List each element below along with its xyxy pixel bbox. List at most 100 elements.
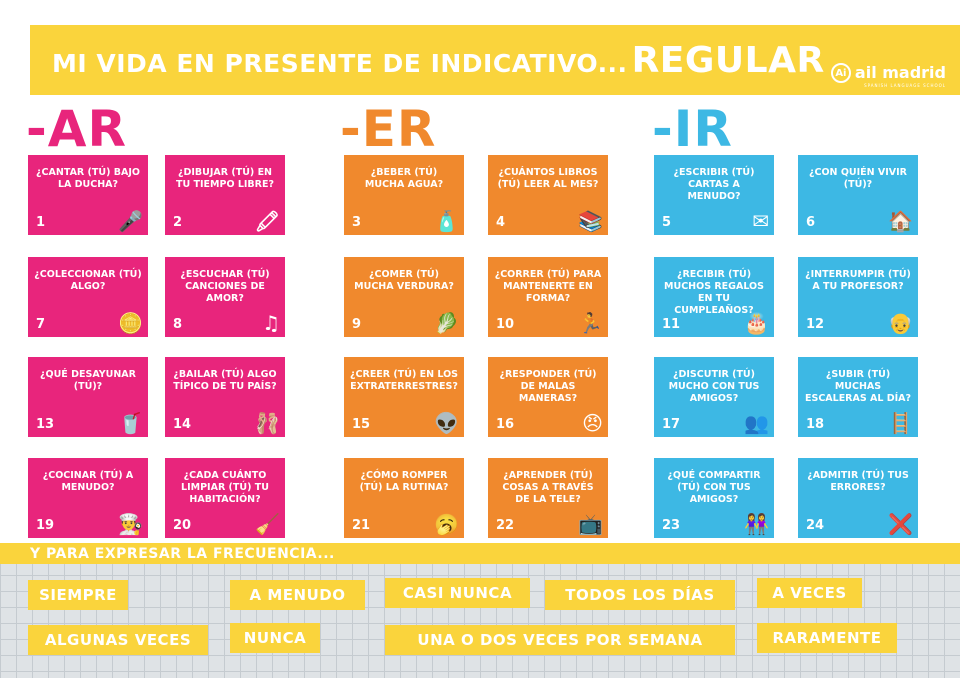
question-number: 1 xyxy=(36,215,46,230)
title-main: MI VIDA EN PRESENTE DE INDICATIVO... xyxy=(52,48,628,78)
question-number: 9 xyxy=(352,317,362,332)
frequency-chip-a-veces: A VECES xyxy=(757,578,862,608)
question-number: 7 xyxy=(36,317,46,332)
microphone-icon: 🎤 xyxy=(118,209,143,233)
question-number: 6 xyxy=(806,215,816,230)
question-number: 3 xyxy=(352,215,362,230)
question-number: 4 xyxy=(496,215,506,230)
question-text: ¿CÓMO ROMPER (TÚ) LA RUTINA? xyxy=(359,470,449,493)
chef-hat-icon: 👨‍🍳 xyxy=(118,512,143,536)
question-text: ¿CADA CUÁNTO LIMPIAR (TÚ) TU HABITACIÓN? xyxy=(181,470,269,505)
question-number: 15 xyxy=(352,417,371,432)
question-text: ¿COLECCIONAR (TÚ) ALGO? xyxy=(34,269,142,292)
question-text: ¿CON QUIÉN VIVIR (TÚ)? xyxy=(809,167,907,190)
question-text: ¿DIBUJAR (TÚ) EN TU TIEMPO LIBRE? xyxy=(176,167,274,190)
frequency-header-bar xyxy=(0,543,960,564)
arguing-friends-icon: 👥 xyxy=(744,411,769,435)
question-text: ¿CREER (TÚ) EN LOS EXTRATERRESTRES? xyxy=(350,369,458,392)
question-text: ¿RESPONDER (TÚ) DE MALAS MANERAS? xyxy=(499,369,597,404)
question-text: ¿ADMITIR (TÚ) TUS ERRORES? xyxy=(807,470,909,493)
question-text: ¿RECIBIR (TÚ) MUCHOS REGALOS EN TU CUMPL… xyxy=(664,269,764,316)
frequency-chip-una-o-dos-veces: UNA O DOS VECES POR SEMANA xyxy=(385,625,735,655)
frequency-chip-algunas-veces: ALGUNAS VECES xyxy=(28,625,208,655)
question-number: 17 xyxy=(662,417,681,432)
question-card: ¿ESCUCHAR (TÚ) CANCIONES DE AMOR? 8 ♫ xyxy=(165,257,285,337)
page-title: MI VIDA EN PRESENTE DE INDICATIVO... REGU… xyxy=(52,40,825,81)
question-text: ¿COMER (TÚ) MUCHA VERDURA? xyxy=(354,269,454,292)
question-text: ¿ESCUCHAR (TÚ) CANCIONES DE AMOR? xyxy=(180,269,270,304)
question-card: ¿COCINAR (TÚ) A MENUDO? 19 👨‍🍳 xyxy=(28,458,148,538)
question-number: 12 xyxy=(806,317,825,332)
stamps-coins-icon: 🪙 xyxy=(118,311,143,335)
question-card: ¿DISCUTIR (TÚ) MUCHO CON TUS AMIGOS? 17 👥 xyxy=(654,357,774,437)
question-text: ¿QUÉ DESAYUNAR (TÚ)? xyxy=(40,369,136,392)
question-card: ¿CADA CUÁNTO LIMPIAR (TÚ) TU HABITACIÓN?… xyxy=(165,458,285,538)
friends-icon: 👭 xyxy=(744,512,769,536)
question-card: ¿CREER (TÚ) EN LOS EXTRATERRESTRES? 15 👽 xyxy=(344,357,464,437)
teacher-icon: 👴 xyxy=(888,311,913,335)
heading-ir: -IR xyxy=(652,100,733,158)
alien-icon: 👽 xyxy=(434,411,459,435)
television-icon: 📺 xyxy=(578,512,603,536)
question-text: ¿INTERRUMPIR (TÚ) A TU PROFESOR? xyxy=(805,269,911,292)
frequency-title: Y PARA EXPRESAR LA FRECUENCIA... xyxy=(30,546,335,562)
question-number: 14 xyxy=(173,417,192,432)
question-card: ¿CON QUIÉN VIVIR (TÚ)? 6 🏠 xyxy=(798,155,918,235)
breakfast-icon: 🥤 xyxy=(118,411,143,435)
birthday-cake-icon: 🎂 xyxy=(744,311,769,335)
music-notes-icon: ♫ xyxy=(262,311,280,335)
question-card: ¿RESPONDER (TÚ) DE MALAS MANERAS? 16 😠 xyxy=(488,357,608,437)
title-strong: REGULAR xyxy=(631,39,825,81)
ail-madrid-logo: Ai ail madrid SPANISH LANGUAGE SCHOOL xyxy=(830,63,946,88)
logo-subtitle: SPANISH LANGUAGE SCHOOL xyxy=(864,83,946,88)
title-bar: MI VIDA EN PRESENTE DE INDICATIVO... REGU… xyxy=(30,25,960,95)
question-card: ¿QUÉ COMPARTIR (TÚ) CON TUS AMIGOS? 23 👭 xyxy=(654,458,774,538)
question-card: ¿ADMITIR (TÚ) TUS ERRORES? 24 ❌ xyxy=(798,458,918,538)
question-number: 11 xyxy=(662,317,681,332)
question-number: 8 xyxy=(173,317,183,332)
crayons-icon: 🖍 xyxy=(254,209,280,233)
question-text: ¿COCINAR (TÚ) A MENUDO? xyxy=(42,470,134,493)
question-card: ¿INTERRUMPIR (TÚ) A TU PROFESOR? 12 👴 xyxy=(798,257,918,337)
question-card: ¿SUBIR (TÚ) MUCHAS ESCALERAS AL DÍA? 18 🪜 xyxy=(798,357,918,437)
question-text: ¿BAILAR (TÚ) ALGO TÍPICO DE TU PAÍS? xyxy=(173,369,277,392)
runner-icon: 🏃 xyxy=(578,311,603,335)
yawning-face-icon: 🥱 xyxy=(434,512,459,536)
question-text: ¿CORRER (TÚ) PARA MANTENERTE EN FORMA? xyxy=(494,269,602,304)
question-card: ¿QUÉ DESAYUNAR (TÚ)? 13 🥤 xyxy=(28,357,148,437)
question-text: ¿SUBIR (TÚ) MUCHAS ESCALERAS AL DÍA? xyxy=(804,369,911,404)
ballet-shoes-icon: 🩰 xyxy=(255,411,280,435)
stairs-icon: 🪜 xyxy=(888,411,913,435)
vegetable-crate-icon: 🥬 xyxy=(434,311,459,335)
question-number: 18 xyxy=(806,417,825,432)
question-text: ¿DISCUTIR (TÚ) MUCHO CON TUS AMIGOS? xyxy=(668,369,760,404)
question-card: ¿BAILAR (TÚ) ALGO TÍPICO DE TU PAÍS? 14 🩰 xyxy=(165,357,285,437)
question-number: 19 xyxy=(36,518,55,533)
question-card: ¿ESCRIBIR (TÚ) CARTAS A MENUDO? 5 ✉ xyxy=(654,155,774,235)
frequency-chip-casi-nunca: CASI NUNCA xyxy=(385,578,530,608)
question-card: ¿CÓMO ROMPER (TÚ) LA RUTINA? 21 🥱 xyxy=(344,458,464,538)
frequency-chip-raramente: RARAMENTE xyxy=(757,623,897,653)
question-number: 10 xyxy=(496,317,515,332)
question-card: ¿CUÁNTOS LIBROS (TÚ) LEER AL MES? 4 📚 xyxy=(488,155,608,235)
logo-name: ail madrid xyxy=(854,63,946,82)
cleaning-bucket-icon: 🧹 xyxy=(255,512,280,536)
question-text: ¿CANTAR (TÚ) BAJO LA DUCHA? xyxy=(36,167,140,190)
logo-badge-icon: Ai xyxy=(830,63,851,83)
question-card: ¿BEBER (TÚ) MUCHA AGUA? 3 🧴 xyxy=(344,155,464,235)
frequency-chip-todos-los-dias: TODOS LOS DÍAS xyxy=(545,580,735,610)
question-card: ¿RECIBIR (TÚ) MUCHOS REGALOS EN TU CUMPL… xyxy=(654,257,774,337)
question-number: 16 xyxy=(496,417,515,432)
error-x-icon: ❌ xyxy=(888,512,913,536)
question-number: 23 xyxy=(662,518,681,533)
question-card: ¿COMER (TÚ) MUCHA VERDURA? 9 🥬 xyxy=(344,257,464,337)
frequency-chip-a-menudo: A MENUDO xyxy=(230,580,365,610)
frequency-chip-nunca: NUNCA xyxy=(230,623,320,653)
question-number: 13 xyxy=(36,417,55,432)
heading-er: -ER xyxy=(340,100,437,158)
question-number: 21 xyxy=(352,518,371,533)
question-number: 24 xyxy=(806,518,825,533)
question-text: ¿ESCRIBIR (TÚ) CARTAS A MENUDO? xyxy=(673,167,755,202)
question-card: ¿COLECCIONAR (TÚ) ALGO? 7 🪙 xyxy=(28,257,148,337)
heading-ar: -AR xyxy=(26,100,127,158)
